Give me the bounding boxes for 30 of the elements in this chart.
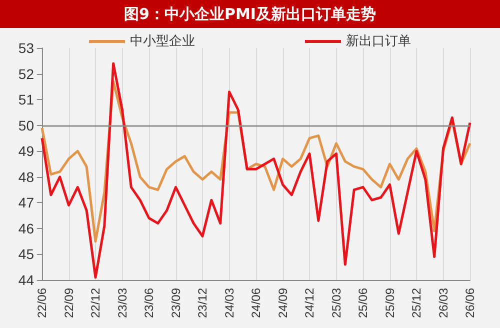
chart-title: 图9：中小企业PMI及新出口订单走势 [0, 0, 500, 28]
y-tick-label: 53 [18, 40, 34, 56]
x-tick-label: 22/06 [35, 288, 49, 318]
x-tick-label: 22/09 [62, 288, 76, 318]
x-tick-label: 22/12 [88, 288, 102, 318]
y-tick-label: 48 [18, 168, 34, 185]
x-tick-label: 25/12 [410, 288, 424, 318]
x-tick-label: 23/09 [168, 288, 183, 318]
x-tick-label: 24/03 [222, 288, 236, 318]
y-tick-label: 52 [18, 66, 34, 82]
x-tick-label: 25/06 [356, 288, 370, 318]
y-tick-label: 51 [18, 92, 34, 108]
x-tick-label: 26/06 [463, 288, 477, 318]
y-tick-label: 47 [18, 194, 34, 211]
y-tick-label: 49 [18, 143, 34, 160]
x-tick-label: 25/03 [329, 288, 344, 318]
legend-label: 新出口订单 [346, 34, 411, 49]
x-tick-label: 23/06 [142, 288, 156, 318]
y-tick-label: 45 [18, 246, 34, 262]
x-tick-label: 23/03 [115, 288, 130, 318]
y-tick-label: 50 [18, 117, 34, 134]
x-tick-label: 25/09 [382, 288, 397, 318]
x-tick-label: 24/09 [276, 288, 290, 318]
x-tick-label: 24/12 [302, 288, 316, 318]
x-tick-label: 26/03 [436, 288, 450, 318]
x-tick-label: 24/06 [249, 288, 263, 318]
legend-label: 中小型企业 [130, 34, 195, 49]
y-tick-label: 46 [18, 220, 34, 236]
y-tick-label: 44 [18, 272, 34, 288]
x-tick-label: 23/12 [196, 288, 210, 318]
